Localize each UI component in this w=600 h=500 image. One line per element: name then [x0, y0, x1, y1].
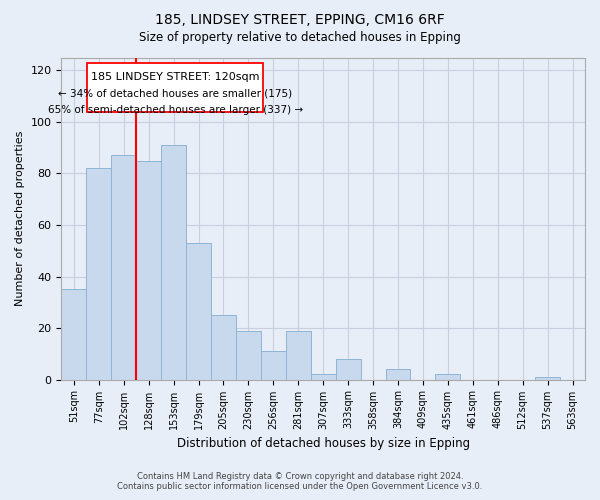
Bar [386, 370, 410, 380]
Bar [86, 168, 111, 380]
FancyBboxPatch shape [87, 62, 263, 112]
Bar [211, 315, 236, 380]
Text: 185 LINDSEY STREET: 120sqm: 185 LINDSEY STREET: 120sqm [91, 72, 259, 82]
Bar [61, 290, 86, 380]
Bar [161, 145, 186, 380]
Bar [186, 243, 211, 380]
Bar [535, 377, 560, 380]
Bar [311, 374, 335, 380]
Bar [261, 351, 286, 380]
Bar [286, 330, 311, 380]
Text: 185, LINDSEY STREET, EPPING, CM16 6RF: 185, LINDSEY STREET, EPPING, CM16 6RF [155, 12, 445, 26]
Bar [335, 359, 361, 380]
Text: Size of property relative to detached houses in Epping: Size of property relative to detached ho… [139, 31, 461, 44]
Text: 65% of semi-detached houses are larger (337) →: 65% of semi-detached houses are larger (… [47, 106, 302, 116]
Bar [136, 160, 161, 380]
Bar [111, 156, 136, 380]
Y-axis label: Number of detached properties: Number of detached properties [15, 131, 25, 306]
Bar [436, 374, 460, 380]
Text: Contains HM Land Registry data © Crown copyright and database right 2024.
Contai: Contains HM Land Registry data © Crown c… [118, 472, 482, 491]
Text: ← 34% of detached houses are smaller (175): ← 34% of detached houses are smaller (17… [58, 88, 292, 99]
Bar [236, 330, 261, 380]
X-axis label: Distribution of detached houses by size in Epping: Distribution of detached houses by size … [176, 437, 470, 450]
